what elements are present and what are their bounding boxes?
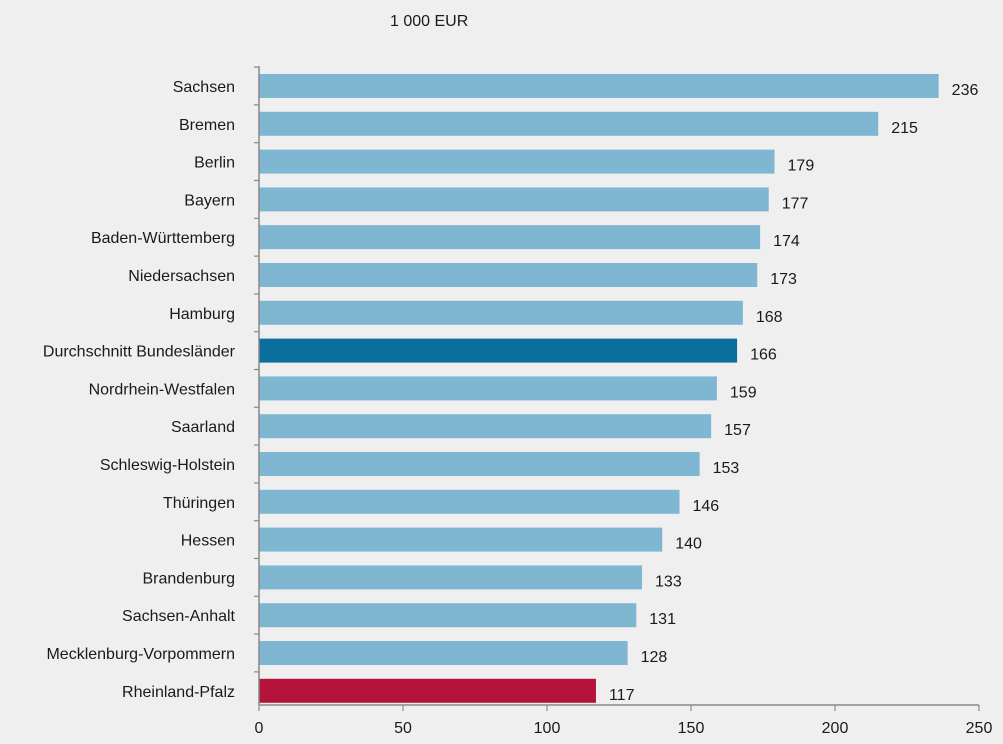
category-label: Durchschnitt Bundesländer <box>43 344 236 361</box>
bar <box>259 225 761 250</box>
x-tick-label: 50 <box>394 720 412 737</box>
category-label: Hessen <box>181 533 235 550</box>
value-label: 159 <box>730 384 757 401</box>
value-label: 157 <box>724 422 751 439</box>
category-label: Sachsen-Anhalt <box>122 608 236 625</box>
bar <box>259 149 775 174</box>
value-label: 117 <box>609 687 635 704</box>
value-label: 168 <box>756 309 783 326</box>
x-tick-label: 250 <box>966 720 993 737</box>
category-label: Berlin <box>194 155 235 172</box>
category-label: Hamburg <box>169 306 235 323</box>
bar <box>259 452 700 476</box>
value-label: 215 <box>891 120 918 137</box>
category-label: Niedersachsen <box>128 268 235 285</box>
bar <box>259 603 637 628</box>
bar <box>259 414 712 439</box>
x-tick-label: 100 <box>534 720 561 737</box>
value-label: 166 <box>750 347 777 364</box>
bar <box>259 641 628 665</box>
category-label: Bremen <box>179 117 235 134</box>
value-label: 179 <box>788 158 815 175</box>
value-label: 173 <box>770 271 797 288</box>
value-label: 153 <box>713 460 740 477</box>
value-label: 131 <box>649 611 676 628</box>
bar <box>259 74 939 98</box>
category-label: Baden-Württemberg <box>91 230 235 247</box>
bar <box>259 678 596 703</box>
bar <box>259 376 717 401</box>
category-label: Saarland <box>171 419 235 436</box>
category-label: Thüringen <box>163 495 235 512</box>
value-label: 236 <box>952 82 979 99</box>
bar <box>259 565 643 590</box>
value-label: 177 <box>782 195 809 212</box>
bars-layer: Sachsen 236 Bremen 215 Berlin 179 Bayern 177 Bad… <box>43 74 979 704</box>
category-label: Mecklenburg-Vorpommern <box>46 646 235 663</box>
category-label: Brandenburg <box>142 570 235 587</box>
value-label: 174 <box>773 233 800 250</box>
bar <box>259 111 879 136</box>
x-tick-label: 200 <box>822 720 849 737</box>
bar <box>259 187 769 212</box>
category-label: Bayern <box>184 192 235 209</box>
unit-label: 1 000 EUR <box>390 13 468 30</box>
value-label: 146 <box>692 498 719 515</box>
value-label: 133 <box>655 573 682 590</box>
value-label: 128 <box>641 649 668 666</box>
category-label: Nordrhein-Westfalen <box>89 381 235 398</box>
value-label: 140 <box>675 536 702 553</box>
category-label: Schleswig-Holstein <box>100 457 235 474</box>
bar <box>259 338 738 363</box>
category-label: Rheinland-Pfalz <box>122 684 235 701</box>
x-tick-label: 0 <box>255 720 264 737</box>
bar <box>259 300 743 325</box>
bar <box>259 527 663 552</box>
bar <box>259 489 680 514</box>
x-tick-label: 150 <box>678 720 705 737</box>
category-label: Sachsen <box>173 79 235 96</box>
bar <box>259 263 758 287</box>
axis-layer: 0 50 100 150 200 250 <box>254 66 992 737</box>
